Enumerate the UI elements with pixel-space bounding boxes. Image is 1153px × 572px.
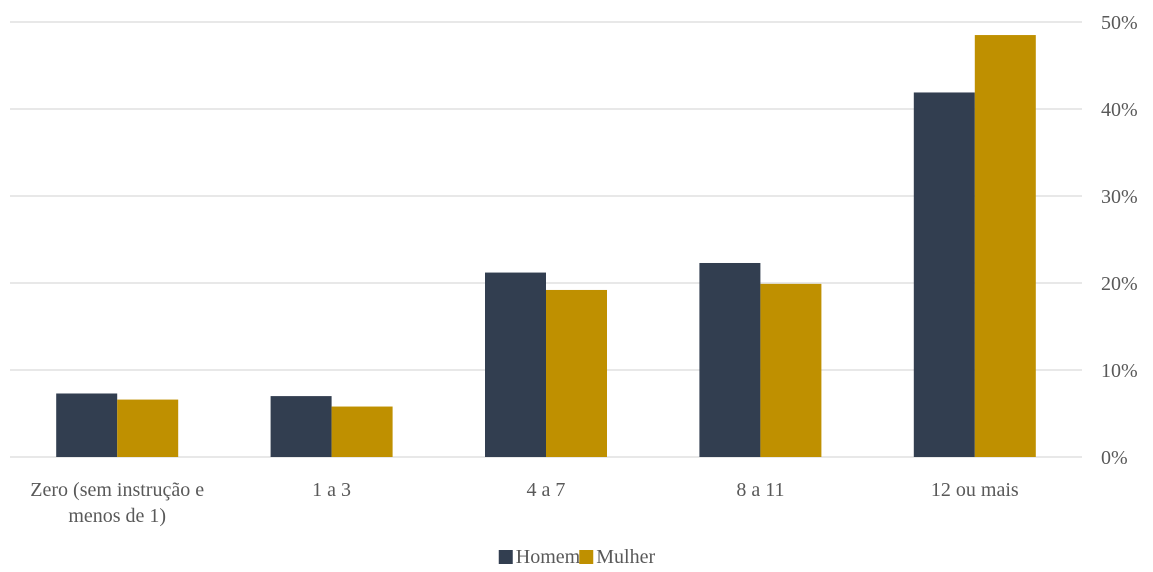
x-category-label: 4 a 7 [527,479,566,501]
y-tick-label: 20% [1101,273,1138,295]
bar-homem [485,272,546,457]
bar-mulher [331,406,393,457]
legend-swatch-homem [498,550,513,564]
y-tick-label: 40% [1101,99,1138,121]
bars [56,35,1036,458]
x-category-label: 1 a 3 [312,479,351,501]
x-axis-category-labels: Zero (sem instrução e menos de 1) 1 a 3 4 a… [30,479,1019,527]
bar-homem [913,92,975,457]
x-category-label: 8 a 11 [736,479,784,501]
bar-mulher [974,35,1036,458]
y-tick-label: 10% [1101,360,1138,382]
y-tick-label: 30% [1101,186,1138,208]
legend-label-mulher: Mulher [596,546,655,568]
y-tick-label: 50% [1101,12,1138,34]
bar-mulher [760,283,822,457]
y-tick-label: 0% [1101,447,1128,469]
bar-homem [56,393,118,457]
y-axis-tick-labels: 0% 10% 20% 30% 40% 50% [1101,12,1138,469]
legend-swatch-mulher [579,550,594,564]
bar-homem [270,396,332,457]
bar-mulher [117,399,179,457]
legend-label-homem: Homem [516,546,581,568]
x-category-label: Zero (sem instrução e menos de 1) [30,479,204,527]
bar-homem [699,262,761,457]
legend: Homem Mulher [498,546,655,568]
x-category-label: 12 ou mais [931,479,1019,501]
bar-mulher [546,289,607,457]
